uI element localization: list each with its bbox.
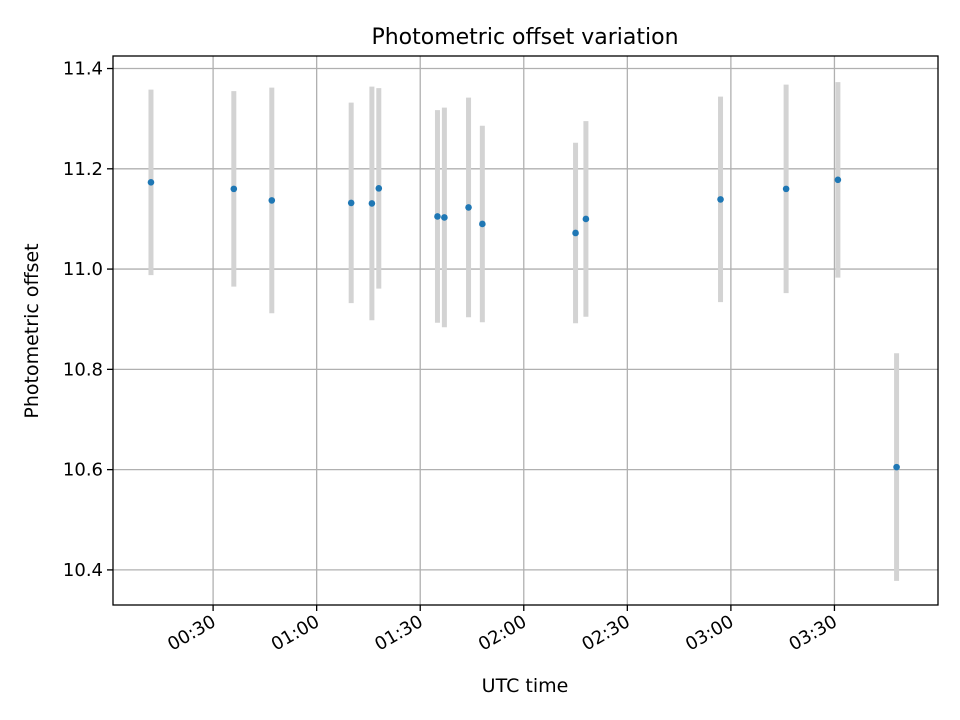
x-tick-label: 02:00	[475, 611, 530, 655]
data-point	[572, 229, 579, 237]
y-tick-label: 11.4	[63, 59, 103, 80]
grid-lines	[113, 56, 938, 605]
data-point	[717, 196, 724, 203]
x-tick-label: 02:30	[578, 611, 633, 655]
x-axis-label: UTC time	[482, 675, 569, 697]
data-point	[582, 215, 590, 223]
x-tick-label: 01:30	[371, 611, 426, 655]
data-point	[441, 214, 448, 221]
data-point	[834, 176, 842, 184]
chart-title: Photometric offset variation	[371, 25, 678, 50]
y-axis-ticks: 10.4 10.6 10.8 11.0 11.2 11.4	[63, 59, 113, 581]
data-point	[230, 185, 238, 193]
data-point	[434, 213, 441, 220]
x-tick-label: 03:00	[682, 611, 737, 655]
data-point	[465, 204, 472, 211]
y-tick-label: 10.6	[63, 460, 103, 481]
data-point	[347, 199, 355, 207]
y-tick-label: 10.4	[63, 560, 103, 581]
data-point	[147, 179, 155, 186]
data-point	[893, 463, 900, 471]
data-points	[147, 176, 900, 471]
y-tick-label: 11.0	[63, 259, 103, 280]
data-point	[368, 200, 376, 207]
data-point	[479, 220, 486, 228]
x-tick-label: 01:00	[268, 611, 323, 655]
x-tick-label: 00:30	[164, 611, 219, 655]
plot-area-frame	[112, 55, 939, 606]
y-tick-label: 10.8	[63, 359, 103, 380]
y-tick-label: 11.2	[63, 159, 103, 180]
y-axis-label: Photometric offset	[21, 243, 43, 418]
data-point	[375, 185, 383, 192]
x-axis-ticks: 00:30 01:00 01:30 02:00 02:30 03:00 03:30	[164, 605, 841, 655]
data-point	[268, 197, 276, 204]
data-point	[782, 185, 790, 193]
x-tick-label: 03:30	[786, 611, 841, 655]
